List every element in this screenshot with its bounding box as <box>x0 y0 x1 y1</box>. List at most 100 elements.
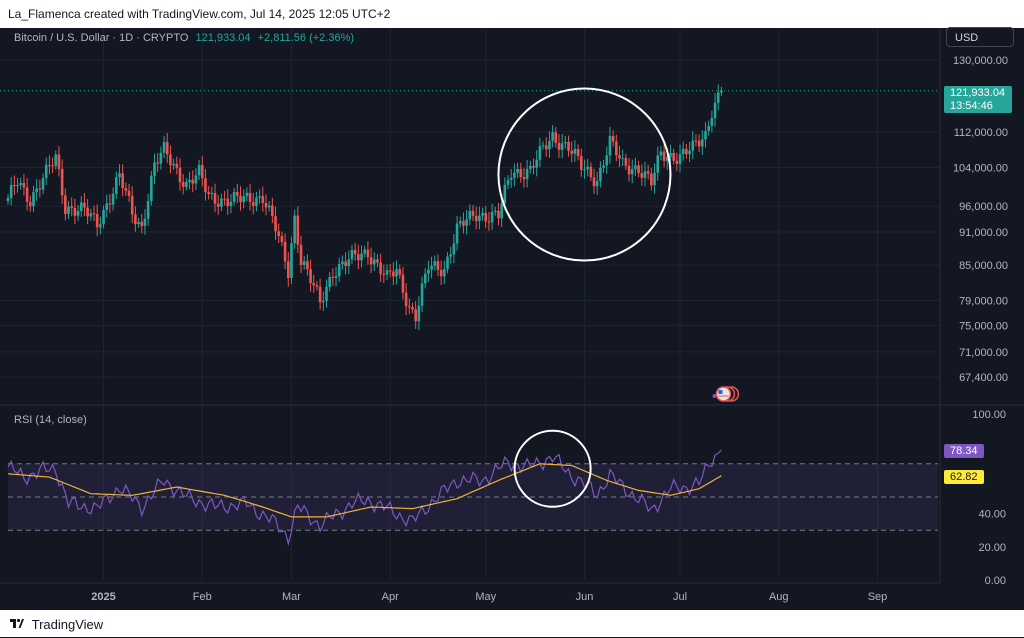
candle-body <box>286 261 290 279</box>
candle <box>70 197 73 217</box>
candle-body <box>541 145 545 147</box>
candle-body <box>493 210 497 213</box>
candle-body <box>710 117 714 126</box>
candle-body <box>516 169 519 173</box>
candle <box>541 141 545 150</box>
candle-body <box>449 254 453 257</box>
candle <box>669 144 672 165</box>
candle <box>22 174 26 196</box>
candle-body <box>293 215 296 244</box>
candle-body <box>627 165 631 175</box>
currency-button[interactable]: USD <box>946 27 1014 47</box>
candle-body <box>264 202 268 208</box>
candle-body <box>618 155 621 159</box>
candle-body <box>376 259 379 263</box>
chart-canvas[interactable]: 130,000.00 112,000.00 104,000.00 96,000.00 9… <box>0 28 1024 610</box>
candle <box>624 153 628 170</box>
candle-body <box>392 271 395 277</box>
candle-body <box>548 140 551 150</box>
time-tick-label: Mar <box>282 591 301 603</box>
candle-body <box>490 212 494 223</box>
candle-body <box>357 254 360 261</box>
candle-body <box>570 150 574 154</box>
candle-body <box>185 181 188 187</box>
candle <box>64 188 67 221</box>
attribution-header: La_Flamenca created with TradingView.com… <box>0 0 1024 28</box>
candle-body <box>178 167 182 183</box>
candle-body <box>353 249 357 255</box>
candle-body <box>322 300 325 303</box>
candle-body <box>127 190 131 196</box>
candle <box>640 164 644 186</box>
candle <box>328 272 331 292</box>
candle-body <box>366 249 370 258</box>
candle <box>347 250 351 275</box>
candle <box>114 171 118 200</box>
candle <box>108 193 112 214</box>
candle <box>286 251 290 287</box>
candle <box>306 254 309 276</box>
price-tick-label: 112,000.00 <box>954 127 1008 139</box>
candle-body <box>175 163 179 168</box>
candle-body <box>427 269 430 274</box>
candle-body <box>446 256 449 270</box>
candle <box>554 127 558 148</box>
footer-brand: TradingView <box>31 617 104 633</box>
candle-body <box>411 307 414 310</box>
candle <box>197 159 201 181</box>
candle <box>213 183 217 213</box>
candle <box>204 168 207 201</box>
candle <box>16 177 19 193</box>
candle <box>544 137 548 157</box>
candle <box>452 233 456 264</box>
candle <box>60 159 64 204</box>
candle-body <box>32 192 35 207</box>
candle-body <box>95 213 99 228</box>
candle <box>150 170 153 206</box>
candle-body <box>341 261 344 265</box>
candle <box>548 131 551 158</box>
candle-body <box>162 142 166 153</box>
candle-body <box>267 205 271 208</box>
candle-body <box>239 195 242 202</box>
candle <box>200 156 204 187</box>
candle <box>560 134 564 159</box>
candle-body <box>379 262 382 274</box>
candle-body <box>681 148 685 155</box>
candle-body <box>271 205 274 217</box>
candle-body <box>385 270 389 275</box>
candle-body <box>669 152 672 157</box>
candle-body <box>538 146 542 160</box>
price-tick-label: 85,000.00 <box>959 260 1008 272</box>
candle <box>309 259 312 292</box>
candle-body <box>707 125 710 131</box>
candle-body <box>443 269 446 277</box>
candle <box>32 185 35 212</box>
candle <box>509 168 513 188</box>
candle <box>646 164 650 180</box>
candle <box>73 198 77 225</box>
candle <box>681 141 685 161</box>
candle-body <box>656 155 660 173</box>
candle <box>350 244 354 265</box>
currency-label: USD <box>955 32 979 44</box>
candle-body <box>124 188 128 191</box>
candle <box>474 206 478 230</box>
candle <box>165 132 169 163</box>
candle <box>678 144 682 173</box>
candle <box>181 173 185 195</box>
candle-body <box>347 259 351 267</box>
candle-body <box>25 187 29 202</box>
candle <box>408 298 411 315</box>
candle <box>659 146 663 161</box>
candle-body <box>650 173 653 186</box>
candle <box>662 144 666 168</box>
candle-body <box>226 198 230 207</box>
candle-body <box>242 196 245 202</box>
candle <box>118 164 121 186</box>
price-tag: 121,933.04 13:54:46 <box>944 86 1012 113</box>
candle-body <box>634 165 637 170</box>
rsi-ma-value-tag: 62.82 <box>944 470 984 484</box>
candle-body <box>363 249 367 254</box>
rsi-highlight-circle <box>513 429 592 508</box>
